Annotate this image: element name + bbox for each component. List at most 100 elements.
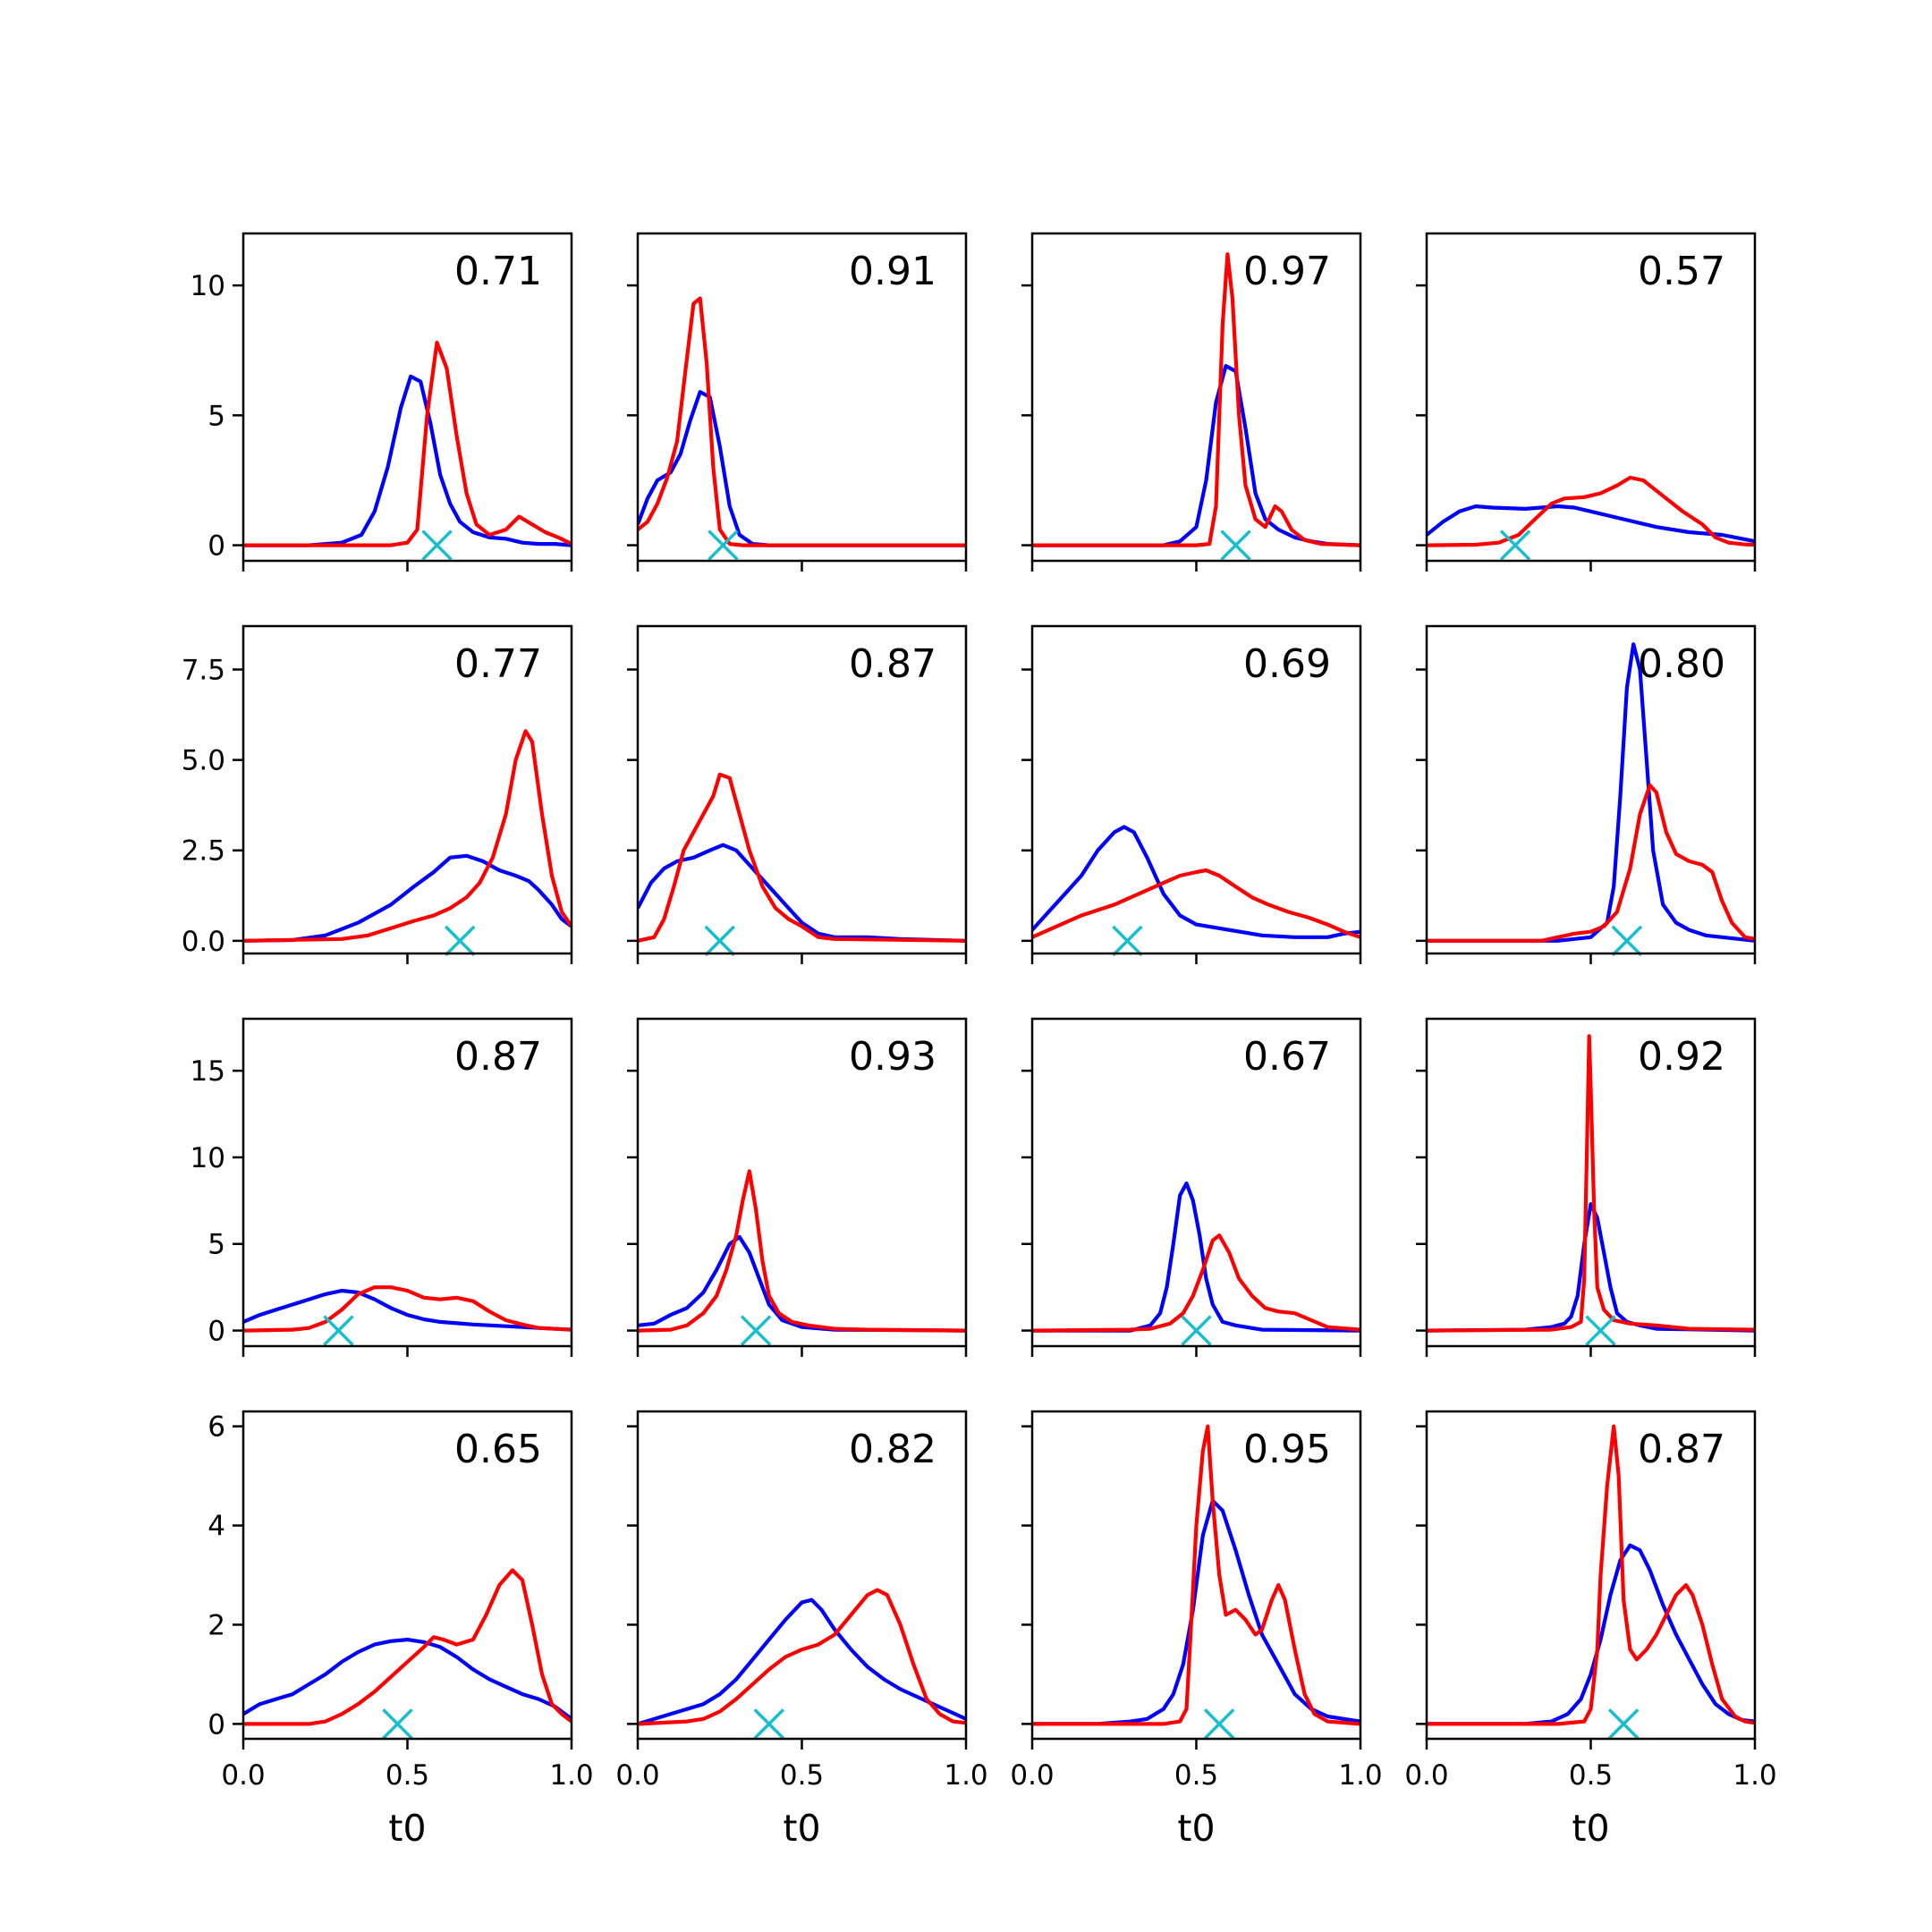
x-tick-label: 1.0 bbox=[1733, 1759, 1776, 1792]
true-value-marker bbox=[1499, 530, 1531, 561]
x-tick-label: 0.0 bbox=[1404, 1759, 1448, 1792]
marker-stroke bbox=[323, 1315, 354, 1346]
panel-score-label: 0.67 bbox=[1243, 1034, 1331, 1080]
x-tick-label: 1.0 bbox=[549, 1759, 593, 1792]
panel-2-3: 0.92 bbox=[1416, 1017, 1757, 1357]
true-value-marker bbox=[704, 925, 735, 957]
panel-score-label: 0.97 bbox=[1243, 249, 1331, 294]
series-line-blue bbox=[243, 853, 572, 943]
y-tick-label: 0.0 bbox=[182, 926, 225, 958]
true-value-marker bbox=[382, 1708, 413, 1740]
marker-stroke bbox=[740, 1315, 772, 1346]
panel-score-label: 0.69 bbox=[1243, 641, 1331, 687]
panel-2-1: 0.93 bbox=[627, 1017, 968, 1357]
x-tick-label: 0.0 bbox=[1010, 1759, 1054, 1792]
true-value-marker bbox=[1220, 530, 1251, 561]
series-line-blue bbox=[243, 1638, 572, 1721]
panel-0-2: 0.97 bbox=[1021, 232, 1362, 572]
marker-stroke bbox=[1220, 530, 1251, 561]
y-tick-label: 2 bbox=[208, 1609, 225, 1641]
series-line-red bbox=[243, 729, 572, 943]
panel-score-label: 0.65 bbox=[454, 1427, 542, 1472]
x-tick-label: 0.5 bbox=[1174, 1759, 1218, 1792]
y-tick-label: 4 bbox=[208, 1511, 225, 1543]
panel-score-label: 0.92 bbox=[1638, 1034, 1725, 1080]
series-line-blue bbox=[638, 843, 966, 943]
panel-1-0: 0.0 2.5 5.0 7.5 0.77 bbox=[182, 624, 573, 964]
true-value-marker bbox=[1585, 1315, 1616, 1346]
panel-score-label: 0.87 bbox=[1638, 1427, 1725, 1472]
series-line-blue bbox=[243, 1288, 572, 1332]
marker-stroke bbox=[421, 530, 453, 561]
panel-3-0: 0 2 4 6 0.0 0.5 1.0 t0 0.65 bbox=[208, 1410, 594, 1850]
series-line-red bbox=[1427, 475, 1755, 547]
y-tick-label: 5 bbox=[208, 1229, 225, 1261]
series-line-red bbox=[243, 340, 572, 547]
true-value-marker bbox=[1112, 925, 1143, 957]
x-axis-label: t0 bbox=[783, 1807, 820, 1850]
series-line-blue bbox=[1032, 1498, 1360, 1726]
series-line-red bbox=[1032, 1233, 1360, 1333]
panel-score-label: 0.77 bbox=[454, 641, 542, 687]
y-tick-label: 0 bbox=[208, 530, 225, 563]
marker-stroke bbox=[1181, 1315, 1212, 1346]
marker-stroke bbox=[1499, 530, 1531, 561]
true-value-marker bbox=[1203, 1708, 1235, 1740]
series-line-blue bbox=[1427, 504, 1755, 544]
true-value-marker bbox=[740, 1315, 772, 1346]
panel-3-3: 0.0 0.5 1.0 t0 0.87 bbox=[1404, 1410, 1777, 1850]
x-tick-label: 0.0 bbox=[615, 1759, 659, 1792]
x-tick-label: 0.5 bbox=[386, 1759, 429, 1792]
series-line-blue bbox=[1032, 825, 1360, 939]
true-value-marker bbox=[1181, 1315, 1212, 1346]
series-line-blue bbox=[638, 390, 966, 547]
panel-score-label: 0.93 bbox=[849, 1034, 936, 1080]
marker-stroke bbox=[708, 530, 739, 561]
true-value-marker bbox=[421, 530, 453, 561]
x-axis-label: t0 bbox=[1177, 1807, 1215, 1850]
series-line-red bbox=[1032, 868, 1360, 939]
true-value-marker bbox=[753, 1708, 785, 1740]
y-tick-label: 0 bbox=[208, 1316, 225, 1348]
panel-2-2: 0.67 bbox=[1021, 1017, 1362, 1357]
series-line-red bbox=[243, 1285, 572, 1333]
series-line-red bbox=[1032, 252, 1360, 547]
y-tick-label: 10 bbox=[191, 1142, 225, 1174]
y-tick-label: 5.0 bbox=[182, 745, 225, 777]
panel-score-label: 0.95 bbox=[1243, 1427, 1331, 1472]
marker-stroke bbox=[382, 1708, 413, 1740]
panel-3-2: 0.0 0.5 1.0 t0 0.95 bbox=[1010, 1410, 1383, 1850]
marker-stroke bbox=[1112, 925, 1143, 957]
y-tick-label: 6 bbox=[208, 1411, 225, 1444]
panel-score-label: 0.91 bbox=[849, 249, 936, 294]
y-tick-label: 15 bbox=[191, 1055, 225, 1088]
true-value-marker bbox=[444, 925, 476, 957]
series-line-red bbox=[1427, 1034, 1755, 1333]
x-axis-label: t0 bbox=[1572, 1807, 1609, 1850]
x-tick-label: 0.5 bbox=[1569, 1759, 1613, 1792]
y-tick-label: 10 bbox=[191, 270, 225, 302]
y-tick-label: 0 bbox=[208, 1708, 225, 1741]
series-line-blue bbox=[243, 374, 572, 547]
marker-stroke bbox=[1585, 1315, 1616, 1346]
series-line-red bbox=[1427, 783, 1755, 943]
panel-1-3: 0.80 bbox=[1416, 624, 1757, 964]
true-value-marker bbox=[1611, 925, 1643, 957]
true-value-marker bbox=[1607, 1708, 1640, 1740]
panel-3-1: 0.0 0.5 1.0 t0 0.82 bbox=[615, 1410, 988, 1850]
series-line-red bbox=[638, 1169, 966, 1333]
series-line-red bbox=[1032, 1424, 1360, 1726]
series-line-red bbox=[638, 1588, 966, 1726]
series-line-blue bbox=[1427, 1543, 1755, 1726]
panel-0-0: 0 5 10 0.71 bbox=[191, 232, 573, 572]
series-line-blue bbox=[1032, 1181, 1360, 1333]
panel-score-label: 0.87 bbox=[454, 1034, 542, 1080]
true-value-marker bbox=[323, 1315, 354, 1346]
x-tick-label: 0.5 bbox=[780, 1759, 824, 1792]
panel-score-label: 0.87 bbox=[849, 641, 936, 687]
marker-stroke bbox=[704, 925, 735, 957]
panel-grid: 0 5 10 0.71 0.91 0.97 0.57 0.0 2.5 5.0 7.5 0.77 0.87… bbox=[182, 232, 1777, 1850]
x-tick-label: 1.0 bbox=[944, 1759, 987, 1792]
panel-0-3: 0.57 bbox=[1416, 232, 1757, 572]
